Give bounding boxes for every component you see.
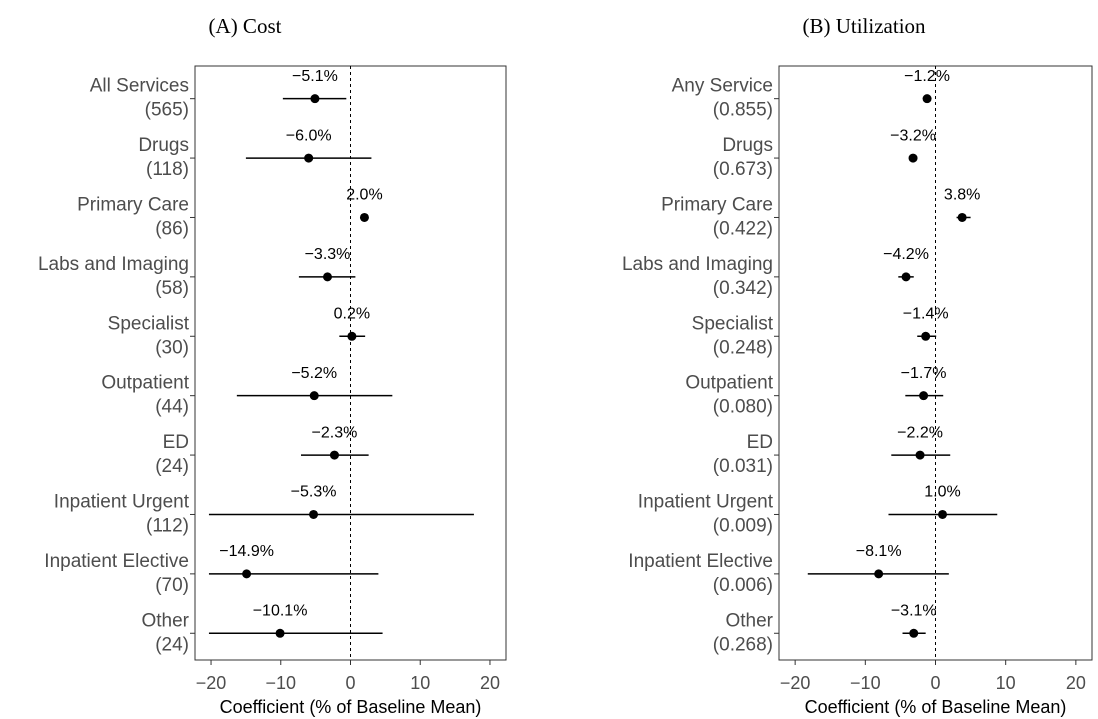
point <box>275 628 285 638</box>
x-tick-label: 0 <box>930 673 940 693</box>
point <box>901 272 911 282</box>
value-label: −5.3% <box>291 484 337 501</box>
point <box>359 212 369 222</box>
category-note: (0.342) <box>713 278 773 299</box>
point <box>921 331 931 341</box>
point <box>938 509 948 519</box>
category-note: (565) <box>145 100 189 121</box>
x-tick-label: 0 <box>345 673 355 693</box>
category-note: (0.673) <box>713 159 773 180</box>
point <box>922 94 932 104</box>
category-note: (58) <box>155 278 189 299</box>
value-label: 1.0% <box>924 484 960 501</box>
value-label: −8.1% <box>856 543 902 560</box>
category-note: (0.006) <box>713 575 773 596</box>
value-label: −4.2% <box>883 246 929 263</box>
value-label: −1.2% <box>904 68 950 85</box>
value-label: 2.0% <box>346 187 382 204</box>
x-axis-label: Coefficient (% of Baseline Mean) <box>805 697 1067 717</box>
category-note: (0.009) <box>713 515 773 536</box>
category-note: (24) <box>155 634 189 655</box>
value-label: −14.9% <box>219 543 274 560</box>
point <box>309 509 319 519</box>
category-note: (0.268) <box>713 634 773 655</box>
category-label: Outpatient <box>101 373 189 394</box>
point <box>919 391 929 401</box>
value-label: −2.2% <box>897 424 943 441</box>
category-label: Inpatient Elective <box>628 551 773 572</box>
category-label: Inpatient Urgent <box>54 491 190 512</box>
point <box>329 450 339 460</box>
category-note: (24) <box>155 456 189 477</box>
category-label: ED <box>747 432 773 453</box>
category-label: Any Service <box>672 76 773 97</box>
x-tick-label: −10 <box>850 673 881 693</box>
category-note: (70) <box>155 575 189 596</box>
category-label: Inpatient Elective <box>44 551 189 572</box>
point <box>242 569 252 579</box>
category-label: Specialist <box>108 313 190 334</box>
x-tick-label: 20 <box>480 673 500 693</box>
value-label: −6.0% <box>286 127 332 144</box>
category-label: Labs and Imaging <box>622 254 773 275</box>
category-note: (0.248) <box>713 337 773 358</box>
category-note: (30) <box>155 337 189 358</box>
panel-title: (A) Cost <box>209 14 282 38</box>
category-label: Inpatient Urgent <box>638 491 774 512</box>
category-note: (0.031) <box>713 456 773 477</box>
category-note: (44) <box>155 397 189 418</box>
category-label: ED <box>163 432 189 453</box>
value-label: −3.2% <box>890 127 936 144</box>
value-label: −5.1% <box>292 68 338 85</box>
value-label: 3.8% <box>944 187 980 204</box>
panel-title: (B) Utilization <box>802 14 926 38</box>
point <box>309 391 319 401</box>
category-note: (0.080) <box>713 397 773 418</box>
point <box>915 450 925 460</box>
point <box>310 94 320 104</box>
x-tick-label: −20 <box>196 673 227 693</box>
x-tick-label: 10 <box>410 673 430 693</box>
category-label: All Services <box>90 76 189 97</box>
value-label: −5.2% <box>291 365 337 382</box>
value-label: −3.1% <box>891 602 937 619</box>
point <box>347 331 357 341</box>
point <box>957 212 967 222</box>
value-label: −1.4% <box>903 305 949 322</box>
category-label: Drugs <box>138 135 189 156</box>
point <box>908 153 918 163</box>
category-note: (118) <box>146 159 189 180</box>
category-label: Other <box>725 610 773 631</box>
category-note: (112) <box>146 515 189 536</box>
x-axis-label: Coefficient (% of Baseline Mean) <box>220 697 482 717</box>
point <box>874 569 884 579</box>
value-label: −10.1% <box>253 602 308 619</box>
value-label: −2.3% <box>312 424 358 441</box>
category-note: (0.422) <box>713 218 773 239</box>
point <box>909 628 919 638</box>
point <box>304 153 314 163</box>
value-label: −3.3% <box>305 246 351 263</box>
category-note: (0.855) <box>713 100 773 121</box>
category-label: Drugs <box>722 135 773 156</box>
value-label: 0.2% <box>334 305 370 322</box>
category-label: Primary Care <box>661 194 773 215</box>
category-label: Primary Care <box>77 194 189 215</box>
category-label: Outpatient <box>685 373 773 394</box>
value-label: −1.7% <box>901 365 947 382</box>
category-label: Specialist <box>692 313 774 334</box>
x-tick-label: 20 <box>1066 673 1086 693</box>
point <box>322 272 332 282</box>
x-tick-label: −20 <box>780 673 811 693</box>
category-label: Labs and Imaging <box>38 254 189 275</box>
category-note: (86) <box>155 218 189 239</box>
x-tick-label: −10 <box>265 673 296 693</box>
category-label: Other <box>141 610 189 631</box>
x-tick-label: 10 <box>996 673 1016 693</box>
